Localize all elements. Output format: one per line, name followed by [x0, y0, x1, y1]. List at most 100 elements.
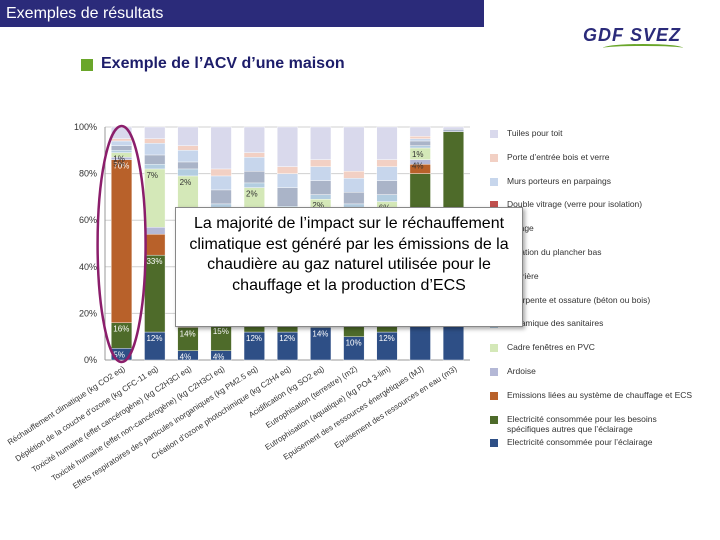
bar-segment — [442, 126, 464, 130]
bar-segment — [177, 161, 199, 170]
legend-item: Electricité consommée pour l’éclairage — [490, 437, 700, 461]
legend-item: Tuiles pour toit — [490, 128, 700, 152]
bar-segment — [111, 140, 133, 146]
chart-legend: Tuiles pour toit Porte d’entrée bois et v… — [490, 128, 700, 461]
data-label: 70% — [113, 162, 129, 171]
bar-segment — [144, 154, 166, 165]
bar-segment — [243, 171, 265, 184]
data-label: 12% — [146, 334, 162, 343]
bar-segment — [277, 126, 298, 167]
legend-item: Emissions liées au système de chauffage … — [490, 390, 700, 414]
y-tick-label: 40% — [79, 262, 97, 272]
legend-label: Ardoise — [507, 365, 536, 376]
y-tick-label: 60% — [79, 215, 97, 225]
y-tick-label: 80% — [79, 169, 97, 179]
bar-segment — [210, 175, 232, 191]
bar-segment — [243, 152, 265, 158]
bar-segment — [144, 254, 166, 333]
legend-swatch — [490, 201, 498, 210]
bar-segment — [310, 159, 332, 167]
bar-segment — [111, 150, 133, 153]
bar-segment — [210, 189, 232, 205]
data-label: 14% — [180, 329, 196, 338]
bar-segment — [144, 126, 166, 139]
data-label: 2% — [180, 178, 192, 187]
callout-text: La majorité de l’impact sur le réchauffe… — [189, 215, 509, 294]
bar-segment — [442, 129, 464, 132]
x-tick-label: Réchauffement climatique (kg CO2 eq) — [6, 364, 127, 447]
legend-label: Isolation du plancher bas — [507, 246, 602, 257]
data-label: 15% — [213, 327, 229, 336]
bar-segment — [177, 150, 199, 163]
slide-subtitle: Exemple de l’ACV d’une maison — [101, 55, 345, 72]
data-label: 12% — [379, 334, 395, 343]
bar-segment — [277, 173, 298, 188]
data-label: 5% — [113, 350, 125, 359]
bar-segment — [376, 194, 398, 202]
bar-segment — [343, 171, 365, 179]
gdf-suez-logo: GDF SVEZ — [583, 25, 682, 45]
bar-segment — [277, 166, 298, 174]
data-label: 16% — [113, 325, 129, 334]
highlight-ellipse — [96, 124, 147, 364]
data-label: 33% — [146, 257, 162, 266]
bar-segment — [210, 168, 232, 177]
bar-segment — [177, 145, 199, 151]
bar-segment — [376, 159, 398, 167]
bar-segment — [177, 168, 199, 177]
legend-swatch — [490, 177, 498, 186]
legend-label: Double vitrage (verre pour isolation) — [507, 199, 643, 210]
data-label: 4% — [180, 353, 192, 362]
bar-segment — [409, 145, 431, 149]
data-label: 1% — [113, 155, 125, 164]
data-label: 5% — [113, 159, 125, 168]
bar-segment — [310, 166, 332, 181]
slide-title: Exemples de résultats — [0, 0, 484, 27]
data-label: 2% — [246, 190, 258, 199]
legend-item: Double vitrage (verre pour isolation) — [490, 199, 700, 223]
legend-item: Electricité consommée pour les besoins s… — [490, 414, 700, 438]
legend-item: Ardoise — [490, 366, 700, 390]
data-label: 1% — [412, 150, 424, 159]
data-label: 2% — [312, 201, 324, 210]
bar-segment — [409, 126, 431, 137]
bar-segment — [343, 126, 365, 172]
data-label: 12% — [246, 334, 262, 343]
bar-segment — [343, 192, 365, 205]
legend-label: Electricité consommée pour l’éclairage — [507, 437, 653, 448]
bar-segment — [376, 180, 398, 195]
legend-swatch — [490, 391, 498, 400]
bar-segment — [243, 157, 265, 172]
legend-label: Emissions liées au système de chauffage … — [507, 389, 693, 400]
bar-segment — [376, 126, 398, 160]
legend-item: Cadre fenêtres en PVC — [490, 342, 700, 366]
bar-segment — [144, 164, 166, 170]
logo-swoosh-icon — [603, 44, 683, 52]
bar-segment — [144, 143, 166, 156]
callout-box: La majorité de l’impact sur le réchauffe… — [175, 207, 523, 327]
y-tick-label: 100% — [74, 122, 97, 132]
bar-segment — [144, 138, 166, 144]
data-label: 7% — [146, 171, 158, 180]
data-label: 12% — [279, 334, 295, 343]
legend-label: Murs porteurs en parpaings — [507, 175, 611, 186]
bar-segment — [310, 194, 332, 200]
data-label: 10% — [346, 339, 362, 348]
x-tick-label: Epuisement des ressources en eau (m3) — [333, 364, 459, 450]
y-tick-label: 0% — [84, 355, 97, 365]
bar-segment — [310, 126, 332, 160]
bar-segment — [243, 126, 265, 153]
bar-segment — [409, 138, 431, 142]
bar-segment — [277, 187, 298, 207]
bar-segment — [177, 126, 199, 146]
legend-label: Porte d’entrée bois et verre — [507, 151, 610, 162]
bar-segment — [210, 126, 232, 170]
data-label: 14% — [312, 329, 328, 338]
legend-swatch — [490, 344, 498, 353]
legend-swatch — [490, 367, 498, 376]
legend-label: Céramique des sanitaires — [507, 318, 604, 329]
legend-label: Electricité consommée pour les besoins s… — [507, 413, 657, 434]
legend-swatch — [490, 439, 498, 448]
legend-item: Porte d’entrée bois et verre — [490, 152, 700, 176]
